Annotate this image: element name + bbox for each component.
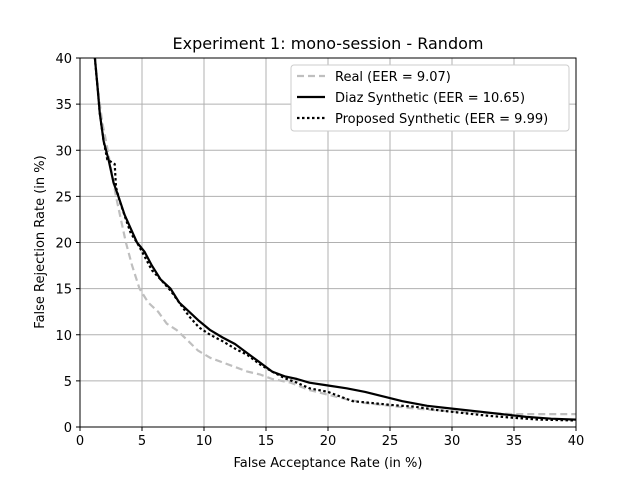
y-tick-label: 20 <box>55 237 72 252</box>
x-tick-label: 25 <box>382 434 399 449</box>
chart-title: Experiment 1: mono-session - Random <box>173 34 484 53</box>
y-tick-label: 25 <box>55 190 72 205</box>
series-line-3 <box>93 57 577 422</box>
legend-box <box>290 64 570 132</box>
legend: Real (EER = 9.07) Diaz Synthetic (EER = 1… <box>290 64 570 132</box>
y-axis-label: False Rejection Rate (in %) <box>33 155 48 328</box>
y-tick-label: 35 <box>55 98 72 113</box>
y-tick-label: 5 <box>64 375 72 390</box>
y-tick-label: 40 <box>55 52 72 67</box>
x-tick-label: 10 <box>196 434 213 449</box>
series-line-1 <box>93 57 576 416</box>
y-tick-label: 15 <box>55 283 72 298</box>
legend-label-1: Real (EER = 9.07) <box>335 70 451 85</box>
y-tick-label: 10 <box>55 329 72 344</box>
x-tick-label: 0 <box>76 434 84 449</box>
x-axis-label: False Acceptance Rate (in %) <box>234 456 423 471</box>
y-tick-label: 0 <box>64 421 72 436</box>
axis-ticks: 0 5 10 15 20 25 30 35 40 0 5 10 15 20 25 30 35 40 <box>55 52 584 449</box>
y-tick-label: 30 <box>55 144 72 159</box>
plot-lines <box>93 57 577 422</box>
x-tick-label: 5 <box>138 434 146 449</box>
legend-label-2: Diaz Synthetic (EER = 10.65) <box>335 91 525 106</box>
x-tick-label: 30 <box>444 434 461 449</box>
x-tick-label: 15 <box>258 434 275 449</box>
x-tick-label: 35 <box>506 434 523 449</box>
x-tick-label: 20 <box>320 434 337 449</box>
x-tick-label: 40 <box>568 434 585 449</box>
legend-label-3: Proposed Synthetic (EER = 9.99) <box>335 112 548 127</box>
